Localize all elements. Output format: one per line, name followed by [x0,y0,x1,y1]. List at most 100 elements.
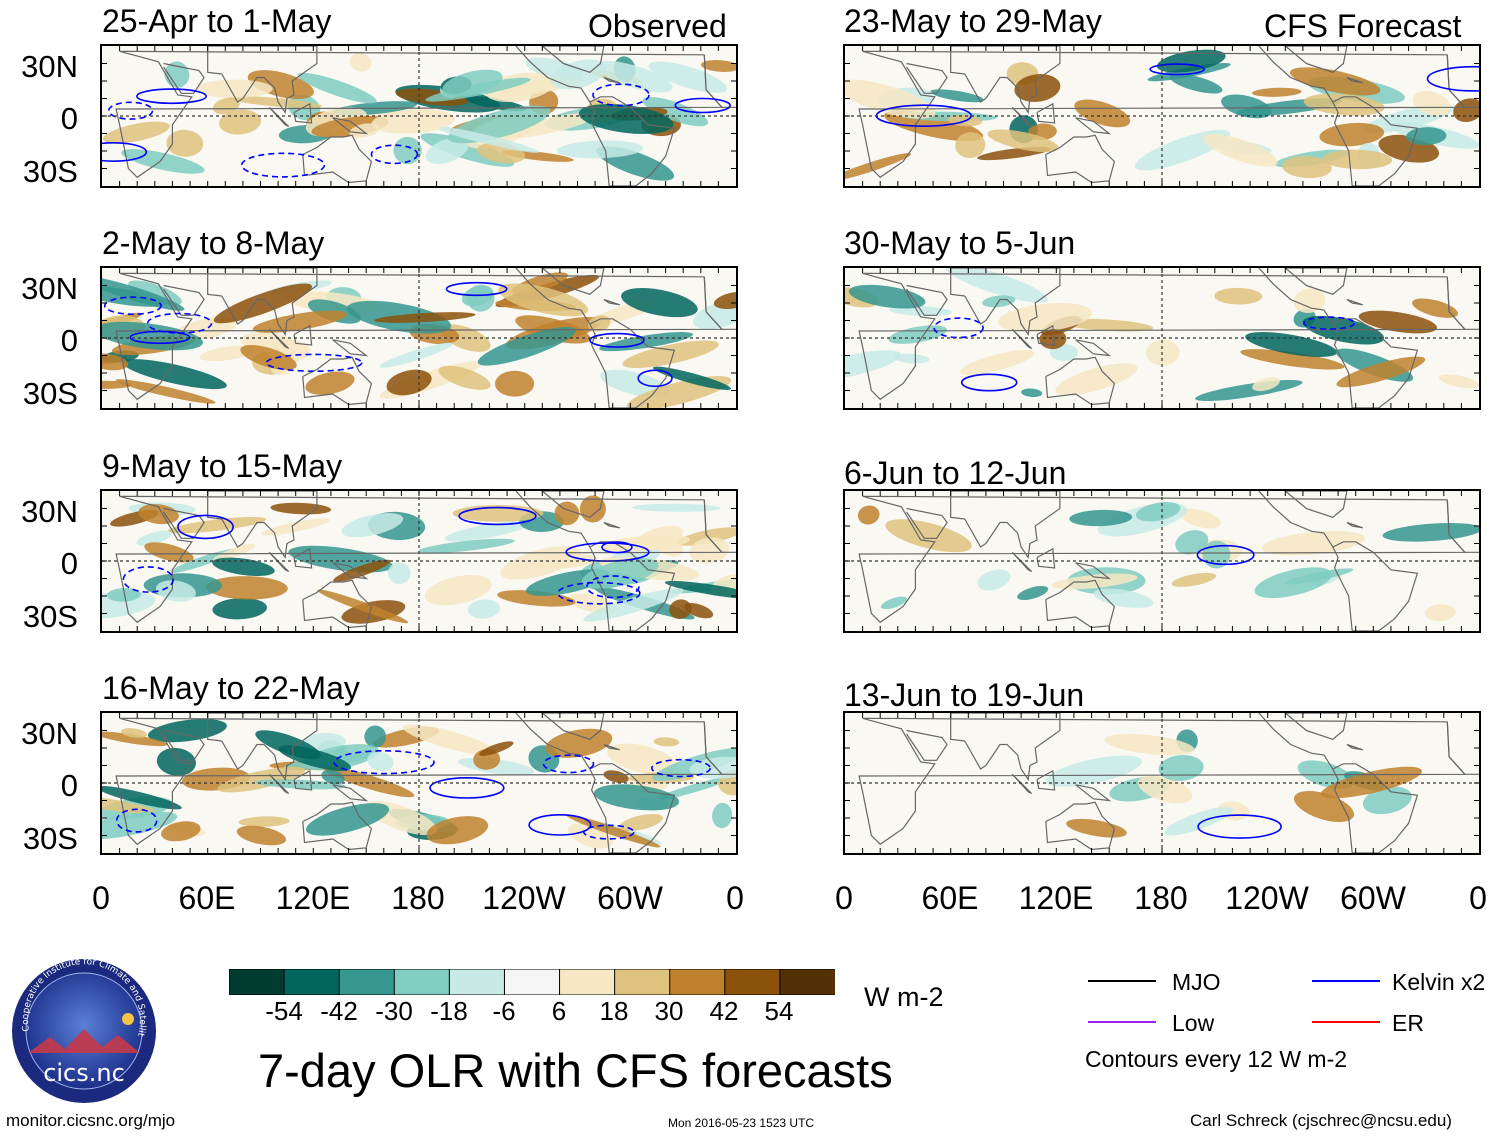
olr-anomaly-blob [550,59,606,90]
olr-anomaly-blob [1382,522,1479,542]
coastline [115,717,724,846]
lon-label-0: 0 [835,880,853,916]
coastline [302,134,373,184]
colorbar-swatch [448,968,506,996]
olr-anomaly-blob [393,136,422,165]
olr-map-svg [102,491,736,631]
olr-anomaly-blob [693,299,736,330]
olr-anomaly-blob [642,96,709,127]
colorbar-tick: 18 [599,996,629,1026]
cics-logo: Cooperative Institute for Climate and Sa… [7,950,158,1105]
olr-anomaly-blob [261,518,330,536]
olr-anomaly-blob [155,580,196,602]
olr-anomaly-blob [349,53,372,72]
olr-anomaly-blob [578,103,674,135]
olr-anomaly-blob [689,756,736,779]
forecast-column-label: CFS Forecast [1264,8,1462,44]
olr-anomaly-blob [102,380,132,389]
coastline [1284,713,1348,740]
kelvin-contour [960,373,1018,392]
olr-anomaly-blob [1147,62,1231,82]
olr-anomaly-blob [500,545,581,580]
olr-anomaly-blob [583,588,684,622]
colorbar-swatch [503,968,561,996]
colorbar-swatch [393,968,451,996]
map-panel-forecast-4 [843,711,1481,855]
coastline [1036,547,1056,569]
olr-anomaly-blob [333,559,391,582]
coastline [1258,46,1419,186]
coastline [293,769,313,791]
olr-anomaly-blob [128,280,182,306]
legend-label-mjo: MJO [1172,969,1221,995]
map-panel-forecast-2 [843,266,1481,410]
lat-label-30n: 30N [21,494,78,529]
coastline [603,743,620,751]
olr-anomaly-blob [121,149,205,174]
olr-anomaly-blob [167,516,267,534]
kelvin-contour [586,575,640,599]
olr-anomaly-blob [252,310,347,333]
kelvin-contour [146,312,213,334]
olr-anomaly-blob [213,543,256,562]
olr-anomaly-blob [955,132,986,159]
olr-anomaly-blob [1074,99,1131,128]
olr-anomaly-blob [364,725,387,748]
olr-anomaly-blob [278,745,352,772]
kelvin-contour [429,777,505,799]
lat-label-0: 0 [60,101,78,136]
colorbar-swatch [228,968,286,996]
legend-label-kelvin: Kelvin x2 [1392,969,1486,995]
colorbar-tick: -30 [375,996,413,1026]
lat-label-30n: 30N [21,716,78,751]
olr-anomaly-blob [442,69,503,97]
olr-anomaly-blob [238,816,290,827]
cics-logo-graphic: Cooperative Institute for Climate and Sa… [7,950,156,1103]
colorbar-tick: 6 [551,996,567,1026]
olr-anomaly-blob [1164,806,1233,836]
coastline [207,713,318,782]
coastline [1045,579,1116,629]
coastline [163,284,205,316]
olr-anomaly-blob [1254,567,1333,599]
coastline [603,521,620,529]
olr-anomaly-blob [1252,377,1280,392]
olr-anomaly-blob [121,728,147,738]
kelvin-contour [1426,65,1479,92]
olr-anomaly-blob [1289,67,1381,96]
olr-anomaly-blob [1171,572,1217,587]
coastline [541,491,605,518]
panel-title-observed-3: 9-May to 15-May [102,448,343,484]
coastline [1346,76,1363,84]
coastline [858,495,1467,624]
kelvin-contour [1197,814,1282,839]
legend-label-er: ER [1392,1010,1424,1036]
olr-anomaly-blob [270,502,332,515]
colorbar-tick: -54 [265,996,303,1026]
coastline [1346,743,1363,751]
olr-map-svg [845,491,1479,631]
lon-label-0: 0 [92,880,110,916]
kelvin-contour [445,281,508,297]
olr-anomaly-blob [115,379,216,404]
olr-anomaly-blob [648,61,728,93]
lat-label-0: 0 [60,768,78,803]
olr-anomaly-blob [987,129,1059,153]
lat-label-30s: 30S [22,376,78,411]
olr-anomaly-blob [467,599,501,619]
olr-anomaly-blob [1240,349,1345,370]
olr-anomaly-blob [102,811,178,840]
coastline [1075,562,1112,580]
olr-anomaly-blob [477,327,576,366]
kelvin-contour [103,296,162,316]
colorbar-swatch [338,968,396,996]
olr-map-svg [845,713,1479,853]
olr-anomaly-blob [402,724,498,756]
olr-anomaly-blob [388,562,411,584]
panel-title-forecast-3: 6-Jun to 12-Jun [844,455,1067,491]
olr-anomaly-blob [1336,356,1426,388]
coastline [1446,276,1479,330]
coastline [332,339,369,357]
olr-anomaly-blob [297,72,377,104]
coastline [207,46,318,115]
